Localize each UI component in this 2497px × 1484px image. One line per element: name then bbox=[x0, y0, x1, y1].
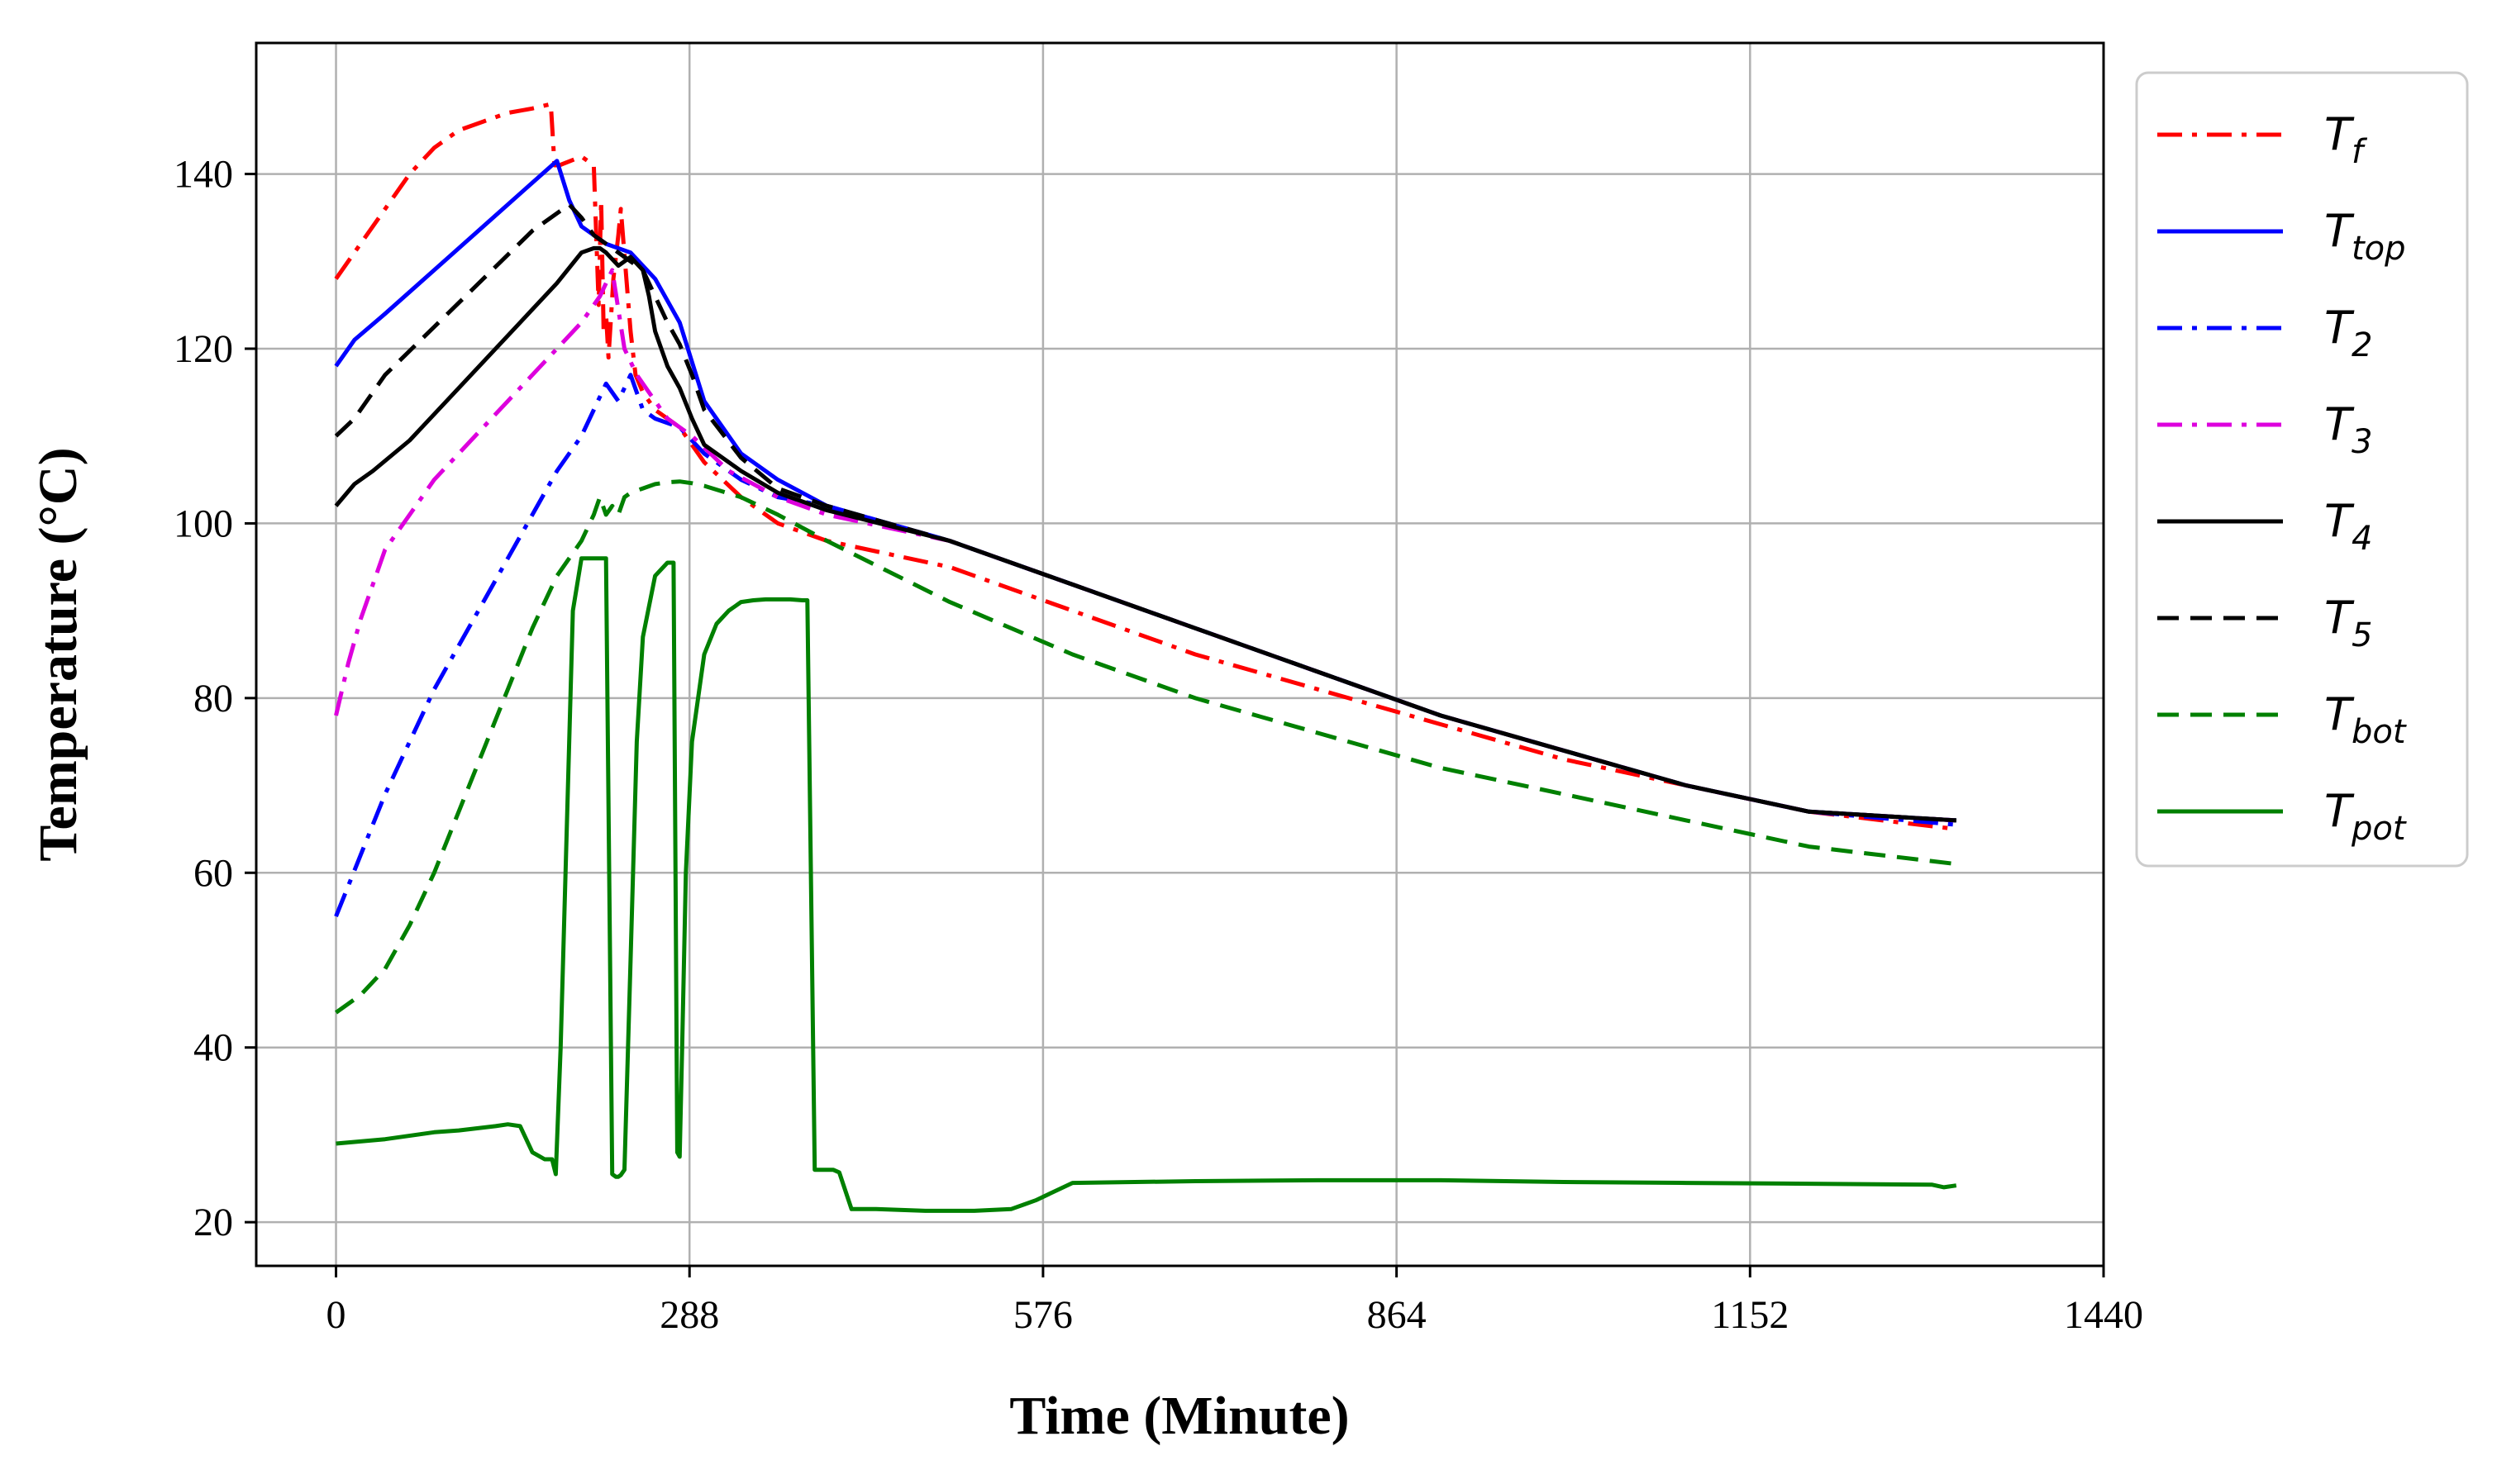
legend-label-tbot: Tbot bbox=[2324, 688, 2407, 751]
legend-label-t3: T3 bbox=[2324, 398, 2372, 461]
x-tick-label: 1152 bbox=[1711, 1293, 1789, 1337]
series-line-t3 bbox=[334, 268, 1956, 823]
series-layer bbox=[334, 102, 1957, 1213]
series-line-tpot bbox=[336, 556, 1957, 1213]
x-tick-label: 1440 bbox=[2064, 1293, 2143, 1337]
y-tick-label: 60 bbox=[193, 851, 233, 895]
x-tick-label: 864 bbox=[1367, 1293, 1427, 1337]
legend-label-t5: T5 bbox=[2324, 592, 2372, 654]
series-line-t5 bbox=[334, 202, 1956, 823]
x-tick-label: 0 bbox=[326, 1293, 346, 1337]
y-tick-label: 140 bbox=[174, 153, 233, 197]
legend-label-t2: T2 bbox=[2324, 302, 2372, 364]
y-tick-label: 100 bbox=[174, 502, 233, 545]
x-tick-label: 576 bbox=[1013, 1293, 1073, 1337]
x-axis-label: Time (Minute) bbox=[1009, 1386, 1349, 1446]
grid-lines bbox=[256, 43, 2105, 1266]
series-line-t4 bbox=[334, 245, 1956, 823]
y-tick-label: 80 bbox=[193, 677, 233, 721]
y-tick-label: 20 bbox=[193, 1201, 233, 1244]
series-line-ttop bbox=[334, 159, 1956, 823]
y-tick-label: 120 bbox=[174, 327, 233, 371]
legend-label-ttop: Ttop bbox=[2324, 205, 2406, 268]
legend-label-t4: T4 bbox=[2324, 495, 2372, 558]
plot-area-frame bbox=[255, 41, 2105, 1268]
axis-ticks: 0 288 576 864 1152 1440 20 40 60 80 100 120 140 bbox=[174, 153, 2143, 1337]
legend-label-tpot: Tpot bbox=[2324, 785, 2407, 848]
y-axis-label: Temperature (°C) bbox=[28, 447, 88, 861]
legend-box bbox=[2135, 71, 2469, 868]
x-tick-label: 288 bbox=[660, 1293, 719, 1337]
series-line-tf bbox=[334, 102, 1957, 831]
y-tick-label: 40 bbox=[193, 1026, 233, 1070]
series-line-t2 bbox=[334, 373, 1957, 918]
